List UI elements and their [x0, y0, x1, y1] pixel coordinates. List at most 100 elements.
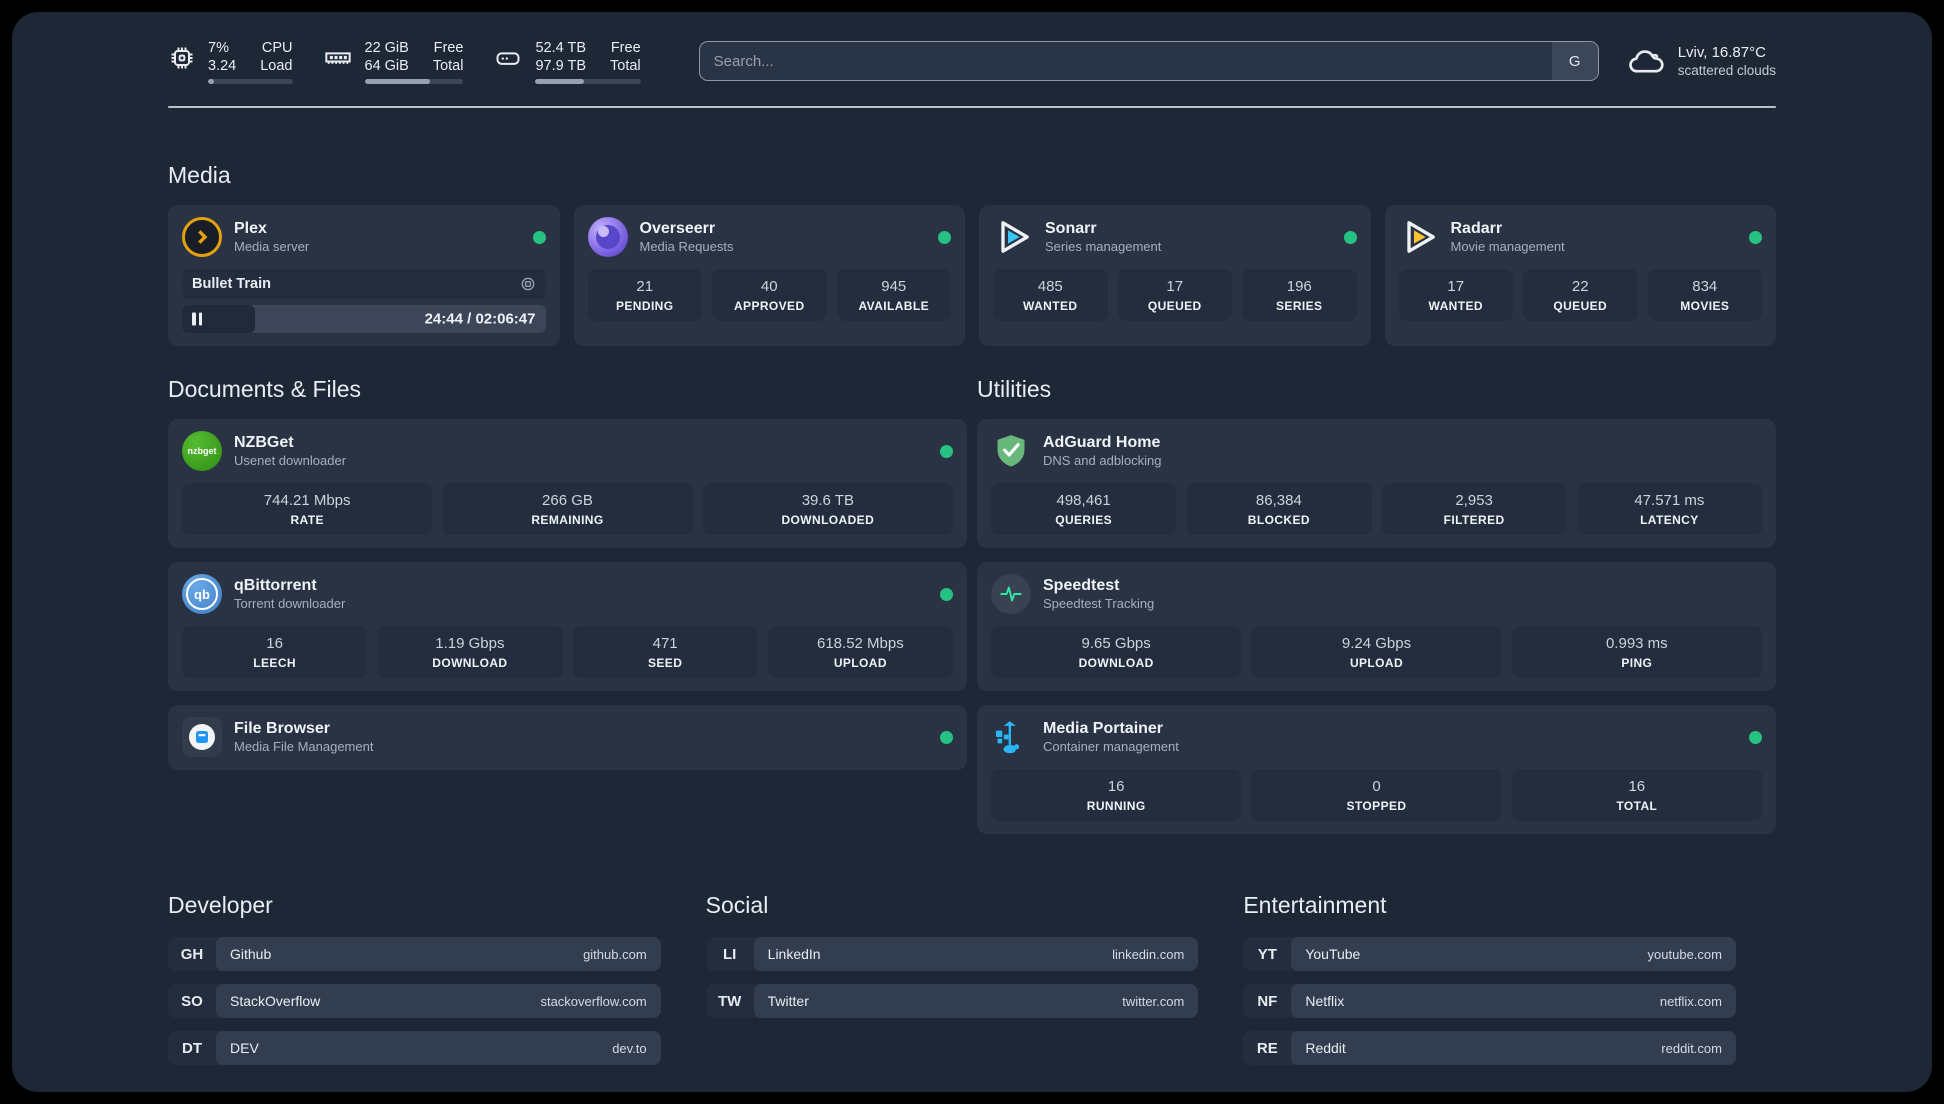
cpu-load-value: 3.24 [208, 57, 237, 74]
link-linkedin[interactable]: LI LinkedIn linkedin.com [705, 937, 1199, 971]
adguard-icon [991, 431, 1031, 471]
section-title-social: Social [705, 892, 769, 918]
ram-total-label: Total [432, 57, 464, 74]
now-playing-title: Bullet Train [192, 276, 271, 292]
stat-approved: 40 APPROVED [712, 269, 827, 321]
playback-time: 24:44 / 02:06:47 [424, 310, 536, 328]
stat-upload: 618.52 Mbps UPLOAD [767, 626, 953, 678]
stat-stopped: 0 STOPPED [1251, 769, 1502, 821]
filebrowser-service-link[interactable]: File Browser Media File Management [182, 717, 953, 757]
nzbget-title: NZBGet [234, 434, 294, 451]
search-input[interactable] [699, 42, 1552, 80]
filebrowser-icon [182, 717, 222, 757]
portainer-service-link[interactable]: Media Portainer Container management [991, 717, 1762, 757]
link-stackoverflow[interactable]: SO StackOverflow stackoverflow.com [168, 984, 661, 1018]
sonarr-title: Sonarr [1045, 220, 1097, 237]
adguard-service-link[interactable]: AdGuard Home DNS and adblocking [991, 431, 1762, 471]
ram-progress-bar [364, 78, 464, 84]
link-url: dev.to [612, 1040, 647, 1056]
speedtest-card: Speedtest Speedtest Tracking 9.65 Gbps DO… [977, 562, 1776, 691]
filebrowser-title: File Browser [234, 720, 331, 737]
adguard-subtitle: DNS and adblocking [1043, 453, 1162, 468]
disk-free-value: 52.4 TB [535, 39, 587, 56]
nzbget-card: nzbget NZBGet Usenet downloader 744.21 M… [168, 419, 967, 548]
stat-download: 9.65 Gbps DOWNLOAD [991, 626, 1242, 678]
stat-filtered: 2,953 FILTERED [1381, 483, 1567, 535]
stat-queued: 22 QUEUED [1523, 269, 1638, 321]
overseerr-service-link[interactable]: Overseerr Media Requests [587, 217, 951, 257]
link-url: youtube.com [1647, 946, 1722, 962]
link-name: Reddit [1305, 1040, 1346, 1056]
link-dev[interactable]: DT DEV dev.to [168, 1031, 661, 1065]
disk-total-label: Total [610, 57, 641, 74]
stat-leech: 16 LEECH [182, 626, 368, 678]
link-name: Netflix [1305, 993, 1345, 1009]
ram-free-value: 22 GiB [364, 39, 409, 56]
speedtest-service-link[interactable]: Speedtest Speedtest Tracking [991, 574, 1762, 614]
section-title-utilities: Utilities [977, 376, 1052, 402]
stat-downloaded: 39.6 TB DOWNLOADED [702, 483, 953, 535]
disk-progress-bar [535, 78, 641, 84]
radarr-subtitle: Movie management [1450, 239, 1565, 254]
ram-free-label: Free [433, 39, 464, 56]
speedtest-icon [991, 574, 1031, 614]
link-twitter[interactable]: TW Twitter twitter.com [705, 984, 1199, 1018]
stat-wanted: 485 WANTED [993, 269, 1108, 321]
stat-total: 16 TOTAL [1511, 769, 1762, 821]
playback-progress-bar: 24:44 / 02:06:47 [182, 305, 546, 333]
link-abbr: YT [1257, 945, 1277, 963]
link-abbr: SO [181, 992, 203, 1010]
stat-download: 1.19 Gbps DOWNLOAD [377, 626, 563, 678]
stat-movies: 834 MOVIES [1647, 269, 1762, 321]
pause-icon[interactable] [192, 312, 202, 326]
stat-queries: 498,461 QUERIES [991, 483, 1177, 535]
link-url: github.com [583, 946, 647, 962]
plex-card: Plex Media server Bullet Train 24:44 / 0 [168, 205, 560, 346]
portainer-icon [991, 717, 1031, 757]
link-netflix[interactable]: NF Netflix netflix.com [1243, 984, 1736, 1018]
now-playing-row: Bullet Train [182, 269, 546, 299]
stat-rate: 744.21 Mbps RATE [182, 483, 433, 535]
sonarr-card: Sonarr Series management 485 WANTED 17 QUE… [979, 205, 1371, 346]
sonarr-service-link[interactable]: Sonarr Series management [993, 217, 1357, 257]
radarr-service-link[interactable]: Radarr Movie management [1399, 217, 1762, 257]
link-name: LinkedIn [767, 946, 821, 962]
overseerr-card: Overseerr Media Requests 21 PENDING 40 APP… [573, 205, 965, 346]
stat-available: 945 AVAILABLE [836, 269, 951, 321]
link-url: stackoverflow.com [540, 993, 647, 1009]
search-engine-button[interactable]: G [1551, 42, 1598, 80]
overseerr-subtitle: Media Requests [639, 239, 734, 254]
qbittorrent-service-link[interactable]: qb qBittorrent Torrent downloader [182, 574, 953, 614]
link-reddit[interactable]: RE Reddit reddit.com [1243, 1031, 1736, 1065]
speedtest-title: Speedtest [1043, 577, 1120, 594]
nzbget-service-link[interactable]: nzbget NZBGet Usenet downloader [182, 431, 953, 471]
link-name: YouTube [1305, 946, 1361, 962]
link-url: netflix.com [1659, 993, 1722, 1009]
disk-metric: 52.4 TB 97.9 TB Free Total [493, 39, 641, 84]
stat-queued: 17 QUEUED [1117, 269, 1232, 321]
cpu-load-label: Load [260, 57, 293, 74]
nzbget-status-dot [940, 444, 953, 458]
cpu-label: CPU [261, 39, 293, 56]
link-url: linkedin.com [1112, 946, 1185, 962]
stat-pending: 21 PENDING [587, 269, 702, 321]
link-name: Github [230, 946, 272, 962]
link-github[interactable]: GH Github github.com [168, 937, 661, 971]
link-abbr: NF [1257, 992, 1278, 1010]
plex-title: Plex [234, 220, 267, 237]
nzbget-icon: nzbget [182, 431, 222, 471]
portainer-card: Media Portainer Container management 16 R… [977, 705, 1776, 834]
top-bar: 7% 3.24 CPU Load [168, 12, 1776, 86]
sonarr-status-dot [1343, 230, 1357, 244]
disk-icon [496, 51, 520, 65]
stat-series: 196 SERIES [1242, 269, 1357, 321]
overseerr-title: Overseerr [639, 220, 716, 237]
qbittorrent-title: qBittorrent [234, 577, 317, 594]
link-name: DEV [230, 1040, 259, 1056]
plex-subtitle: Media server [234, 239, 310, 254]
plex-status-dot [532, 230, 546, 244]
ram-icon [324, 51, 351, 64]
link-youtube[interactable]: YT YouTube youtube.com [1243, 937, 1736, 971]
radarr-status-dot [1749, 230, 1762, 244]
plex-service-link[interactable]: Plex Media server [182, 217, 546, 257]
